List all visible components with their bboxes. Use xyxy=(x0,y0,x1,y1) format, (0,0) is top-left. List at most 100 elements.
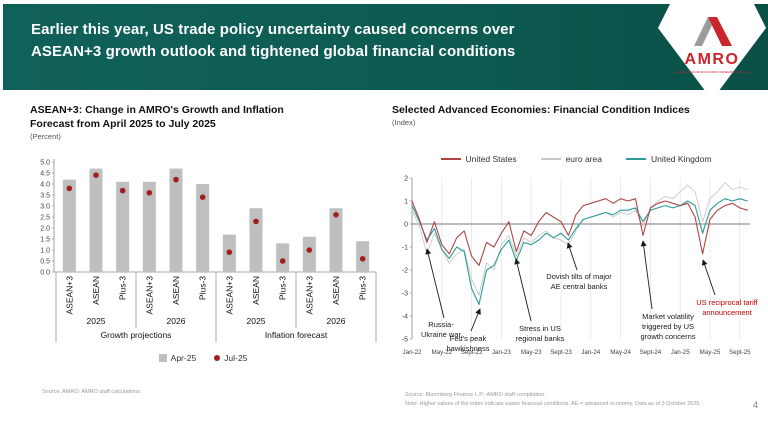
logo-shield-shape xyxy=(658,0,766,100)
x-tick-label: Sept-22 xyxy=(461,349,483,356)
dot-jul25 xyxy=(66,185,73,192)
euro-area-line-swatch xyxy=(540,158,561,160)
apr25-square-marker xyxy=(158,354,167,362)
dot-jul25 xyxy=(306,247,313,253)
legend-label: euro area xyxy=(565,154,602,164)
category-label: ASEAN+3 xyxy=(224,276,234,315)
x-tick-label: May-25 xyxy=(700,349,721,356)
x-tick-label: Jan-22 xyxy=(403,349,422,356)
x-tick-label: Jan-25 xyxy=(671,349,690,356)
legend-label: United Kingdom xyxy=(650,154,712,164)
annotation-arrow xyxy=(514,258,532,322)
right-chart-source-note: Source: Bloomberg Finance L.P.; AMRO sta… xyxy=(405,391,755,408)
category-label: Plus-3 xyxy=(118,276,128,300)
year-label: 2026 xyxy=(167,316,186,326)
dot-jul25 xyxy=(146,190,153,196)
legend-label: Jul-25 xyxy=(224,353,248,363)
slide-title: Earlier this year, US trade policy uncer… xyxy=(31,21,516,60)
line-chart-svg: Jan-22 May-22 Sept-22 Jan-23 May-23 Sept-23 Ja… xyxy=(402,175,751,356)
annotation-arrow xyxy=(701,259,716,296)
y-tick-label: -3 xyxy=(402,290,408,297)
year-label: 2026 xyxy=(327,316,346,326)
y-tick-label: 4.5 xyxy=(40,170,50,177)
bar-apr25 xyxy=(276,243,290,272)
dot-jul25 xyxy=(93,172,99,178)
bar-apr25 xyxy=(329,208,343,272)
annotation-arrow xyxy=(640,240,653,310)
section-label: Growth projections xyxy=(101,330,172,340)
y-tick-label: 2.5 xyxy=(40,214,50,221)
category-label: ASEAN xyxy=(251,276,261,305)
dot-jul25 xyxy=(253,218,259,225)
annotation-arrow xyxy=(470,308,481,332)
y-tick-label: -2 xyxy=(402,267,408,274)
y-tick-label: -1 xyxy=(402,244,408,251)
logo-chevron-right xyxy=(708,17,732,46)
category-label: Plus-3 xyxy=(358,276,368,300)
year-label: 2025 xyxy=(247,316,266,326)
bar-chart-svg: 0.0 0.5 1.0 1.5 2.0 2.5 3.0 3.5 4.0 4.5 5.0 ASEAN+3… xyxy=(40,159,377,342)
legend-item-united-kingdom: United Kingdom xyxy=(625,154,712,164)
legend-item-united-states: United States xyxy=(440,154,517,164)
category-label: ASEAN+3 xyxy=(144,276,154,315)
left-chart-title: ASEAN+3: Change in AMRO's Growth and Inf… xyxy=(30,104,284,130)
header-banner: Earlier this year, US trade policy uncer… xyxy=(3,4,768,90)
category-label: Plus-3 xyxy=(198,276,208,300)
series-line-euro-area xyxy=(411,182,748,296)
category-label: ASEAN+3 xyxy=(304,276,314,315)
left-chart-unit: (Percent) xyxy=(30,132,61,141)
y-tick-label: 0.5 xyxy=(40,258,50,265)
annotation-arrow xyxy=(425,248,445,319)
dot-jul25 xyxy=(199,194,206,200)
dot-jul25 xyxy=(279,258,286,264)
y-tick-label: 1 xyxy=(404,198,408,205)
bar-apr25 xyxy=(169,168,183,272)
x-tick-label: Sept-23 xyxy=(550,349,572,356)
x-tick-label: Sept-24 xyxy=(640,349,662,356)
series-line-united-states xyxy=(411,198,748,266)
right-chart-title: Selected Advanced Economies: Financial C… xyxy=(392,104,690,116)
right-chart-unit: (Index) xyxy=(392,118,416,127)
left-chart-legend: Apr-25 Jul-25 xyxy=(40,353,366,363)
series-line-united-kingdom xyxy=(411,198,748,306)
dot-jul25 xyxy=(119,187,126,194)
page-number: 4 xyxy=(752,400,758,410)
bar-apr25 xyxy=(249,208,263,272)
bar-apr25 xyxy=(302,236,316,272)
category-label: ASEAN xyxy=(91,276,101,305)
dot-jul25 xyxy=(226,249,233,255)
dot-jul25 xyxy=(173,176,179,183)
x-tick-label: Sept-25 xyxy=(729,349,751,356)
y-tick-label: 1.5 xyxy=(40,236,50,243)
right-chart-source: Source: Bloomberg Finance L.P.; AMRO sta… xyxy=(405,392,546,398)
category-label: Plus-3 xyxy=(278,276,288,300)
dot-jul25 xyxy=(359,256,366,262)
us-line-swatch xyxy=(440,158,461,160)
y-tick-label: 5.0 xyxy=(40,159,50,166)
bar-apr25 xyxy=(62,179,76,272)
x-tick-label: May-23 xyxy=(521,349,542,356)
y-tick-label: 0.0 xyxy=(40,269,50,276)
category-label: ASEAN+3 xyxy=(64,276,74,315)
y-tick-label: 4.0 xyxy=(40,181,50,188)
annotation-arrow xyxy=(566,242,578,271)
year-label: 2025 xyxy=(87,316,106,326)
x-tick-label: Jan-23 xyxy=(492,349,511,356)
x-tick-label: Jan-24 xyxy=(581,349,600,356)
bar-apr25 xyxy=(89,168,103,272)
category-label: ASEAN xyxy=(331,276,341,305)
legend-label: Apr-25 xyxy=(170,353,197,363)
jul25-dot-marker xyxy=(214,355,221,361)
y-tick-label: 0 xyxy=(404,221,408,228)
section-label: Inflation forecast xyxy=(265,330,328,340)
y-tick-label: 3.5 xyxy=(40,192,50,199)
right-chart-legend: United States euro area United Kingdom xyxy=(396,154,756,164)
dot-jul25 xyxy=(333,212,339,218)
logo-chevron-left xyxy=(694,17,716,46)
x-tick-label: May-24 xyxy=(610,349,631,356)
y-tick-label: 1.0 xyxy=(40,247,50,254)
right-chart-note: Note: Higher values of the index indicat… xyxy=(405,400,702,407)
logo-wordmark: AMRO xyxy=(685,51,740,68)
uk-line-swatch xyxy=(625,158,646,160)
left-chart-source: Source: AMRO; AMRO staff calculations. xyxy=(42,389,142,395)
